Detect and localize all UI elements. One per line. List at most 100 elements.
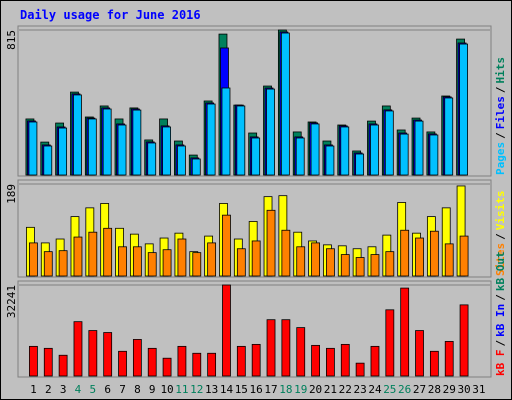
bar [177,345,187,377]
legend: Sites / Visits [494,191,507,277]
legend-entry: Files [494,96,507,129]
bar [73,321,83,377]
bar [88,330,98,377]
legend-entry: Sites [494,243,507,276]
bar [118,350,127,377]
bar [162,126,171,176]
x-tick-label: 18 [279,383,292,396]
bar [58,127,68,176]
bar [236,105,246,176]
bar [191,158,201,176]
legend-entry: kB In [494,304,507,337]
bar [429,134,439,176]
bar [207,242,217,277]
x-tick-label: 5 [90,383,97,396]
legend-separator: / [494,233,507,240]
bar [43,145,53,176]
legend-entry: Hits [494,57,507,84]
x-tick-label: 24 [368,383,382,396]
bar [444,243,454,277]
legend-separator: / [494,340,507,347]
bar [325,145,335,176]
bar [147,252,157,277]
x-tick-label: 19 [294,383,307,396]
bar [399,133,409,176]
bar [206,103,216,176]
bar [415,237,424,277]
bar [326,248,335,277]
bar [236,345,246,377]
bar [29,242,38,277]
x-tick-label: 12 [190,383,203,396]
bar [132,109,142,176]
bar [192,352,202,377]
bar [310,123,320,176]
bar [444,341,454,377]
bar [207,352,217,377]
bar [400,229,410,277]
y-tick-label: 32241 [5,285,18,318]
bar [73,236,83,277]
bar [43,347,53,377]
x-tick-label: 10 [160,383,173,396]
x-tick-label: 23 [354,383,367,396]
x-tick-label: 27 [413,383,426,396]
bar [251,240,261,277]
bar [162,249,172,277]
legend: Pages / Files / Hits [494,57,507,175]
x-tick-label: 11 [175,383,188,396]
x-tick-label: 20 [309,383,322,396]
legend-separator: / [494,132,507,139]
x-tick-label: 9 [149,383,156,396]
bar [340,126,350,176]
legend-separator: / [494,86,507,93]
bar [340,254,350,277]
bar [236,248,246,277]
x-tick-label: 6 [104,383,111,396]
bar [118,246,127,277]
bar [117,124,127,176]
chart-title: Daily usage for June 2016 [20,8,201,22]
x-tick-label: 16 [250,383,263,396]
x-tick-label: 25 [383,383,396,396]
bar [370,254,380,277]
legend: kB F / kB In / kB Out [494,251,507,376]
bar [177,238,187,277]
bar [429,230,439,277]
bar [266,88,275,176]
bar [355,362,365,377]
legend-entry: kB F [494,350,507,377]
bar [311,242,320,277]
x-tick-label: 30 [457,383,470,396]
bar [87,118,97,176]
bar [459,235,469,277]
bar [385,251,395,277]
x-tick-label: 8 [134,383,141,396]
bar [415,330,424,377]
x-tick-label: 1 [30,383,37,396]
bar [459,304,469,377]
bar [281,319,291,377]
bar [147,347,157,377]
bar [221,87,231,176]
x-tick-label: 4 [75,383,82,396]
bar [370,124,379,176]
y-tick-label: 815 [5,30,18,50]
bar [370,345,380,377]
bar [132,339,142,377]
bar [58,354,68,377]
x-tick-label: 26 [398,383,411,396]
bar [251,343,261,377]
bar [459,43,468,176]
legend-separator: / [494,294,507,301]
bar [222,284,231,377]
bar [29,345,38,377]
bar [102,108,112,176]
legend-entry: Visits [494,191,507,231]
bar [88,231,98,277]
x-tick-label: 21 [324,383,337,396]
bar [414,120,424,176]
x-tick-label: 15 [235,383,248,396]
bar [444,97,454,176]
bar [103,332,113,377]
